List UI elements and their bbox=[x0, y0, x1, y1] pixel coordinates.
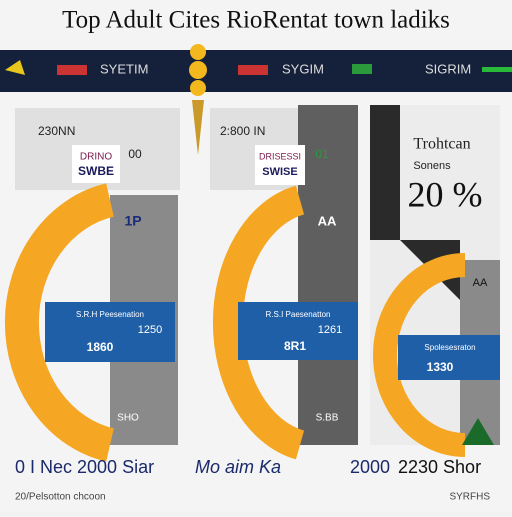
side-text: 01 bbox=[315, 147, 329, 161]
icon-text: 1P bbox=[124, 213, 141, 229]
stat-subtitle: Sonens bbox=[413, 160, 451, 172]
decor bbox=[190, 44, 206, 60]
decor bbox=[462, 418, 494, 445]
box-extra: 8R1 bbox=[284, 339, 306, 353]
nav-item[interactable]: SYETIM bbox=[100, 61, 148, 76]
decor bbox=[192, 100, 204, 155]
badge-text: DRINO bbox=[80, 152, 112, 163]
box-title: S.R.H Peesenation bbox=[76, 310, 144, 319]
box-value: 1330 bbox=[427, 360, 454, 374]
footer-item: 2000 bbox=[350, 457, 390, 477]
icon-text: AA bbox=[318, 213, 337, 228]
badge-text: SWBE bbox=[78, 164, 114, 178]
box-extra: 1860 bbox=[87, 340, 114, 354]
footer-item: 0 I Nec 2000 Siar bbox=[15, 457, 154, 477]
stat-value: 20 % bbox=[408, 174, 483, 214]
nav-icon bbox=[352, 64, 372, 74]
nav-icon bbox=[482, 67, 512, 72]
badge-text: SWISE bbox=[262, 166, 297, 178]
nav-icon bbox=[57, 65, 87, 75]
footer-item: 2230 Shor bbox=[398, 457, 481, 477]
footer-item: Mo aim Ka bbox=[195, 457, 281, 477]
footer-right: SYRFHS bbox=[449, 492, 490, 503]
icon-text: AA bbox=[473, 277, 488, 289]
nav-item[interactable]: SYGIM bbox=[282, 61, 324, 76]
caption: 2:800 IN bbox=[220, 124, 265, 138]
box-value: 1250 bbox=[138, 324, 162, 336]
panel-column bbox=[298, 105, 358, 445]
nav-item[interactable]: SIGRIM bbox=[425, 61, 471, 76]
decor bbox=[189, 61, 207, 79]
page-title: Top Adult Cites RioRentat town ladiks bbox=[62, 7, 450, 34]
corner-text: S.BB bbox=[316, 413, 339, 424]
side-text: 00 bbox=[128, 147, 142, 161]
box-title: Spolesesraton bbox=[424, 343, 475, 352]
decor bbox=[190, 80, 206, 96]
footer-note: 20/Pelsotton chcoon bbox=[15, 492, 106, 503]
info-box bbox=[398, 335, 500, 380]
stat-title: Trohtcan bbox=[413, 136, 470, 153]
caption: 230NN bbox=[38, 124, 75, 138]
corner-text: SHO bbox=[117, 413, 139, 424]
info-box bbox=[45, 302, 175, 362]
box-title: R.S.I Paesenatton bbox=[266, 310, 331, 319]
nav-icon bbox=[5, 60, 25, 75]
ring bbox=[373, 253, 466, 457]
info-box bbox=[238, 302, 358, 360]
ring bbox=[212, 185, 305, 460]
panel-shape bbox=[370, 105, 460, 300]
badge-text: DRISESSI bbox=[259, 151, 301, 161]
box-value: 1261 bbox=[318, 324, 342, 336]
badge bbox=[72, 145, 120, 183]
badge bbox=[255, 145, 305, 185]
nav-icon bbox=[238, 65, 268, 75]
ring bbox=[4, 183, 115, 462]
